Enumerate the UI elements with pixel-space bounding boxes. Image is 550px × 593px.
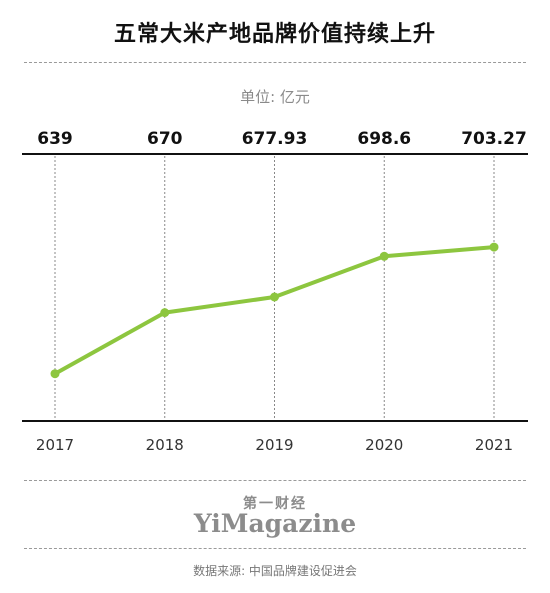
x-tick-label-2019: 2019 [255, 436, 293, 454]
brand-logo-text: YiMagazine [193, 509, 357, 538]
chart-title: 五常大米产地品牌价值持续上升 [113, 22, 436, 47]
x-tick-label-2020: 2020 [365, 436, 403, 454]
x-tick-label-2021: 2021 [475, 436, 513, 454]
line-chart: 639 670 677.93 698.6 703.27 2017 2018 2019 2020 2… [22, 129, 528, 454]
data-point-2017 [50, 369, 60, 379]
data-point-2018 [160, 308, 170, 318]
top-divider [24, 62, 526, 63]
series-line [53, 245, 496, 376]
data-point-2020 [379, 251, 389, 261]
data-source: 数据来源: 中国品牌建设促进会 [193, 564, 357, 578]
value-label-2017: 639 [37, 129, 73, 149]
unit-label: 单位: 亿元 [240, 88, 310, 106]
bottom-divider-1 [24, 480, 526, 481]
data-point-2021 [489, 242, 499, 252]
x-tick-label-2018: 2018 [146, 436, 184, 454]
value-label-2021: 703.27 [461, 129, 527, 149]
value-label-2020: 698.6 [357, 129, 411, 149]
data-point-2019 [270, 292, 279, 302]
value-label-2018: 670 [147, 129, 183, 149]
x-tick-label-2017: 2017 [36, 436, 74, 454]
value-label-2019: 677.93 [242, 129, 308, 149]
bottom-divider-2 [24, 548, 526, 549]
brand-name-cn: 第一财经 [243, 496, 307, 512]
